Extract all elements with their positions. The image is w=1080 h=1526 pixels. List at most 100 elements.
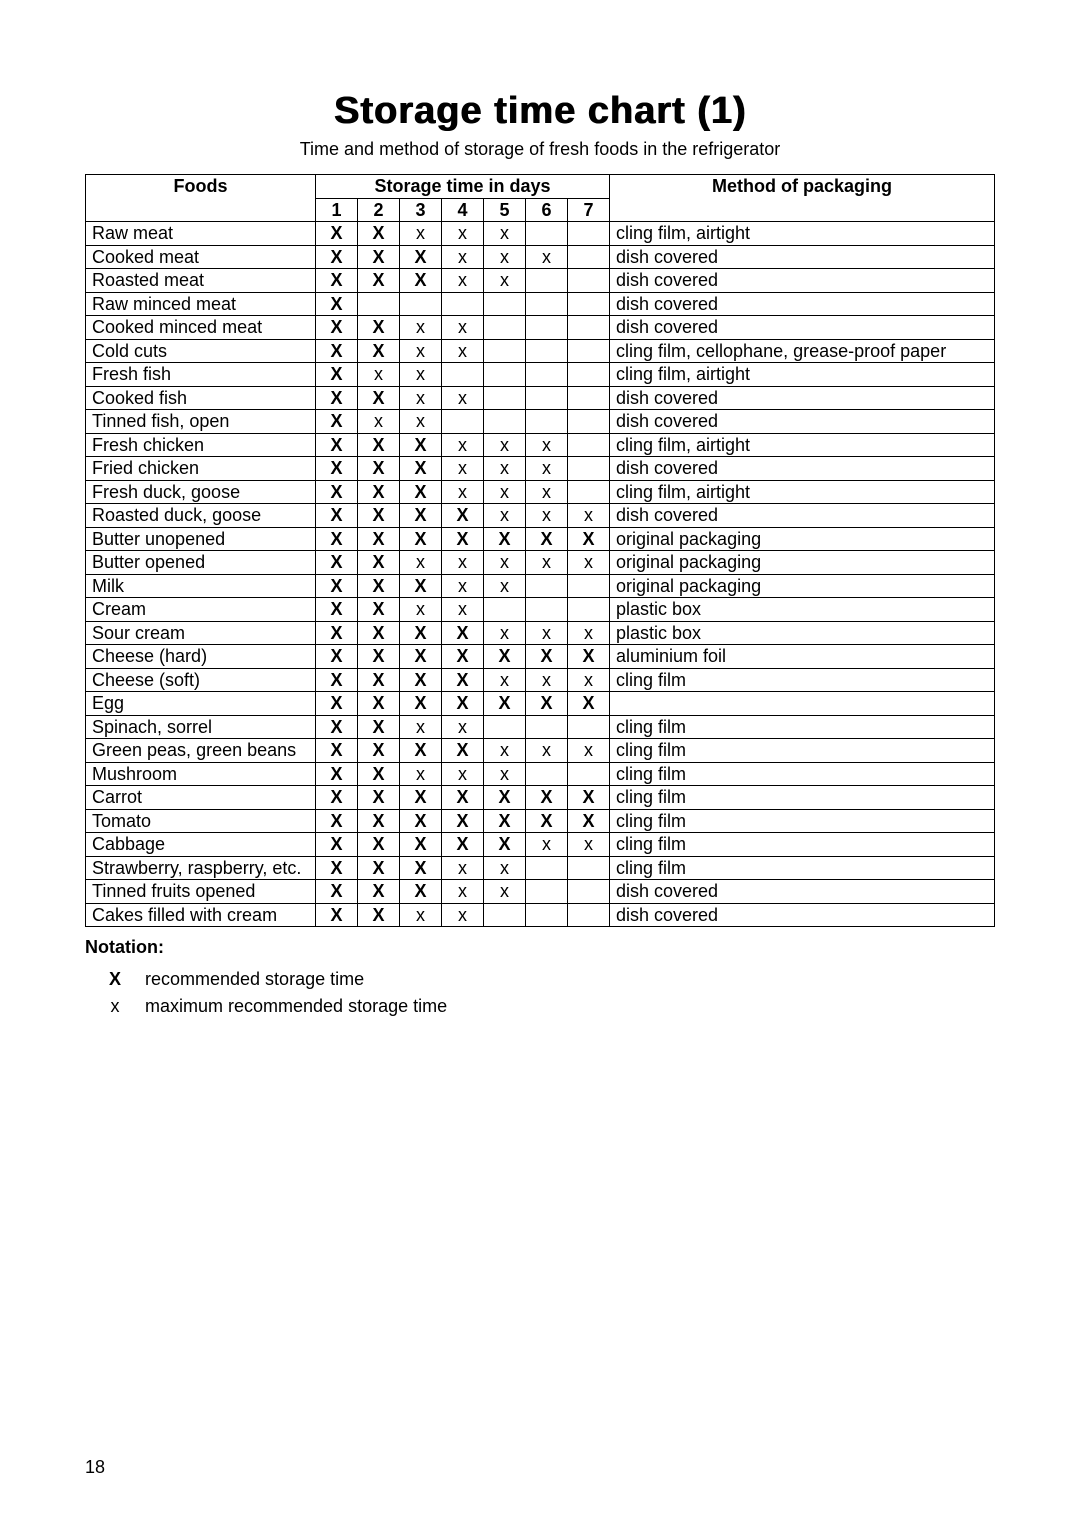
cell-day: X [358,739,400,763]
cell-day: X [442,668,484,692]
cell-day [568,856,610,880]
cell-food: Raw minced meat [86,292,316,316]
cell-day: X [316,339,358,363]
cell-day: x [442,316,484,340]
cell-method: dish covered [610,880,995,904]
cell-day: X [316,386,358,410]
cell-day: X [442,527,484,551]
table-row: TomatoXXXXXXXcling film [86,809,995,833]
cell-method: dish covered [610,903,995,927]
notation-block: Notation: Xrecommended storage timexmaxi… [85,937,995,1020]
cell-day: x [568,621,610,645]
table-row: Cooked meatXXXxxxdish covered [86,245,995,269]
cell-food: Raw meat [86,222,316,246]
cell-day: X [316,880,358,904]
cell-day: X [568,692,610,716]
cell-day: X [358,222,400,246]
cell-day: X [358,574,400,598]
table-row: MilkXXXxxoriginal packaging [86,574,995,598]
cell-day [568,292,610,316]
cell-day: x [526,621,568,645]
table-row: Sour creamXXXXxxxplastic box [86,621,995,645]
cell-day: x [442,339,484,363]
cell-method: cling film [610,715,995,739]
cell-day: x [400,903,442,927]
cell-day: X [484,809,526,833]
cell-day: X [316,457,358,481]
cell-day [526,222,568,246]
cell-day: x [484,504,526,528]
table-row: Butter unopenedXXXXXXXoriginal packaging [86,527,995,551]
cell-food: Tinned fish, open [86,410,316,434]
cell-day [526,598,568,622]
header-day-2: 2 [358,198,400,222]
cell-day: X [526,809,568,833]
cell-day [568,363,610,387]
table-row: Fresh fishXxxcling film, airtight [86,363,995,387]
header-storage-time: Storage time in days [316,175,610,199]
cell-food: Cream [86,598,316,622]
cell-method: dish covered [610,457,995,481]
cell-day: X [358,245,400,269]
page-number: 18 [85,1457,105,1478]
cell-day: x [400,316,442,340]
cell-method [610,692,995,716]
header-day-5: 5 [484,198,526,222]
cell-day [568,316,610,340]
cell-day: x [400,762,442,786]
cell-day [568,598,610,622]
cell-day: x [484,668,526,692]
cell-day: x [484,433,526,457]
cell-day: x [442,551,484,575]
cell-day: X [316,222,358,246]
cell-day [526,363,568,387]
header-day-7: 7 [568,198,610,222]
cell-method: cling film [610,668,995,692]
cell-day [568,222,610,246]
cell-day: X [568,809,610,833]
table-row: Fresh chickenXXXxxxcling film, airtight [86,433,995,457]
page: Storage time chart (1) Time and method o… [0,0,1080,1526]
cell-day: X [442,692,484,716]
notation-text: recommended storage time [145,966,364,993]
cell-day [568,903,610,927]
table-row: Green peas, green beansXXXXxxxcling film [86,739,995,763]
cell-day: x [442,222,484,246]
cell-day: x [526,245,568,269]
cell-day: x [526,668,568,692]
cell-day: x [526,457,568,481]
header-day-1: 1 [316,198,358,222]
cell-method: cling film [610,786,995,810]
cell-food: Cabbage [86,833,316,857]
cell-day: x [526,739,568,763]
notation-text: maximum recommended storage time [145,993,447,1020]
cell-day: X [400,433,442,457]
cell-day: X [358,386,400,410]
cell-day: x [484,856,526,880]
table-row: Butter openedXXxxxxxoriginal packaging [86,551,995,575]
cell-day: X [358,269,400,293]
cell-food: Sour cream [86,621,316,645]
cell-day: x [484,762,526,786]
cell-day: X [358,339,400,363]
cell-day: x [442,762,484,786]
cell-day [484,410,526,434]
cell-day: X [316,856,358,880]
cell-method: dish covered [610,269,995,293]
cell-food: Tinned fruits opened [86,880,316,904]
cell-day: X [316,786,358,810]
cell-day [484,386,526,410]
cell-day: X [358,316,400,340]
cell-day: X [316,645,358,669]
cell-day: X [316,269,358,293]
cell-food: Spinach, sorrel [86,715,316,739]
cell-day: X [400,621,442,645]
cell-method: cling film [610,856,995,880]
cell-day: X [358,504,400,528]
cell-day [526,574,568,598]
table-row: MushroomXXxxxcling film [86,762,995,786]
cell-day: x [442,598,484,622]
cell-food: Cooked minced meat [86,316,316,340]
cell-day: X [316,715,358,739]
cell-day: x [484,621,526,645]
